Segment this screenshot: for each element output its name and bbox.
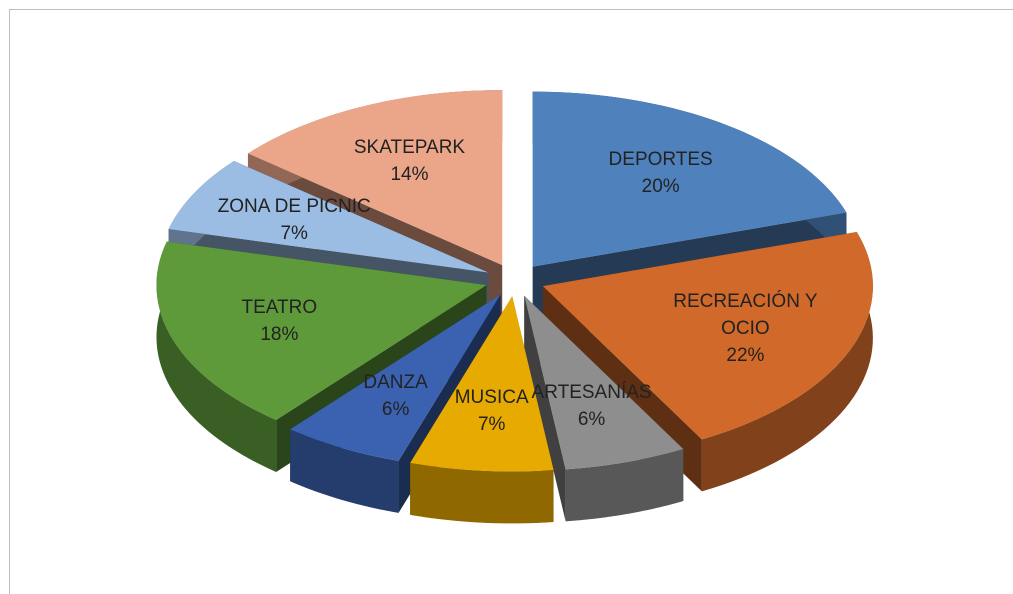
category-label: DANZA — [363, 371, 428, 393]
slice — [532, 91, 847, 267]
value-label: 6% — [381, 398, 410, 420]
value-label: 20% — [641, 176, 680, 198]
slice-label: DEPORTES 20% — [576, 146, 746, 200]
value-label: 22% — [726, 345, 765, 367]
slice-side — [290, 429, 399, 513]
category-label: DEPORTES — [608, 149, 713, 171]
category-label: ZONA DE PICNIC — [217, 196, 371, 218]
slice — [542, 231, 873, 440]
category-label: ARTESANÍAS — [531, 381, 652, 403]
slice-label: ZONA DE PICNIC 7% — [209, 193, 379, 247]
category-label: SKATEPARK — [353, 136, 466, 158]
chart-frame — [9, 9, 1013, 594]
value-label: 14% — [390, 163, 429, 185]
slice-wall — [524, 295, 566, 522]
category-label: MUSICA — [454, 387, 529, 409]
slice-side — [701, 231, 873, 492]
slice-label: SKATEPARK 14% — [324, 134, 494, 188]
slice — [168, 160, 489, 273]
category-label: RECREACIÓN Y OCIO — [673, 291, 818, 340]
slice — [247, 90, 503, 266]
value-label: 7% — [477, 414, 506, 436]
slice-label: RECREACIÓN Y OCIO 22% — [660, 288, 830, 369]
slice — [290, 294, 501, 461]
slice — [410, 296, 554, 472]
slice — [524, 295, 684, 470]
slice-side — [410, 462, 554, 524]
value-label: 18% — [260, 323, 299, 345]
value-label: 7% — [280, 223, 308, 245]
category-label: TEATRO — [241, 296, 318, 318]
slice-label: DANZA 6% — [311, 369, 481, 423]
slice — [156, 241, 487, 420]
slice-label: ARTESANÍAS 6% — [507, 379, 677, 433]
slice-side — [156, 241, 277, 472]
value-label: 6% — [577, 408, 606, 430]
slice-label: TEATRO 18% — [194, 294, 364, 348]
slice-side — [565, 449, 684, 522]
slice-label: MUSICA 7% — [407, 384, 577, 438]
